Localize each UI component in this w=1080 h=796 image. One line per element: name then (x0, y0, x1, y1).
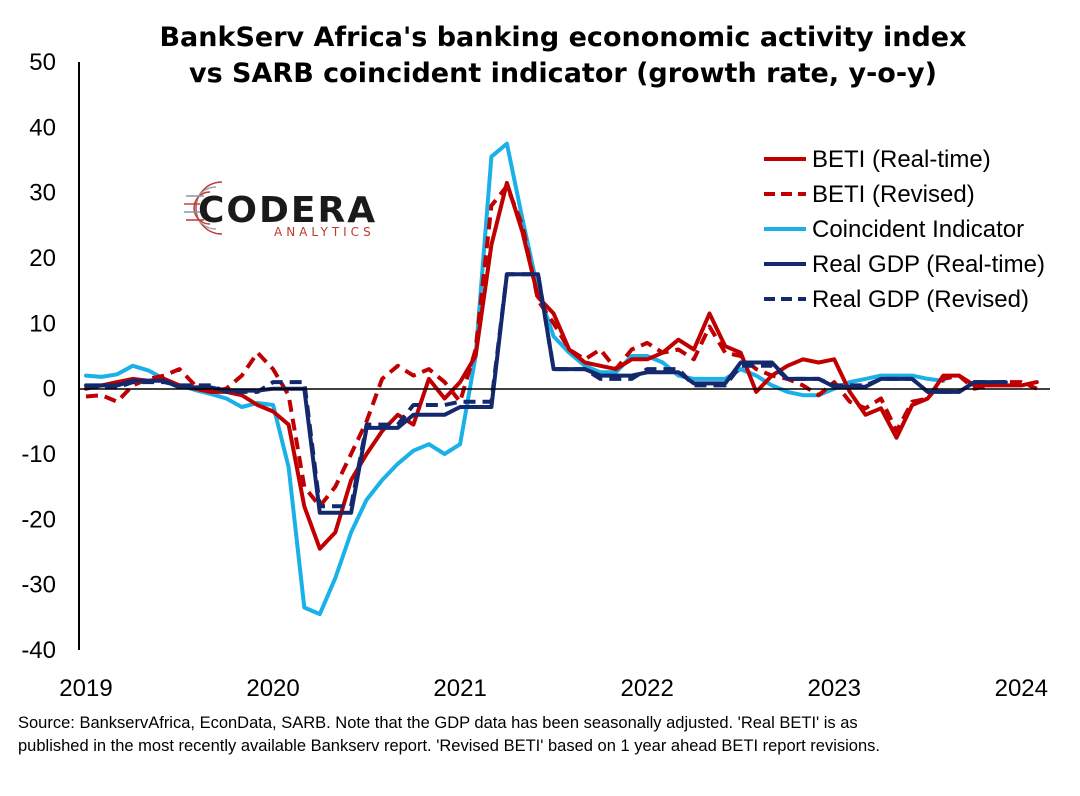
legend-item-real-gdp-revised: Real GDP (Revised) (764, 286, 1029, 313)
legend-item-beti-real-time: BETI (Real-time) (764, 146, 991, 173)
footnote-line-2: published in the most recently available… (18, 737, 880, 755)
legend: BETI (Real-time) BETI (Revised) Coincident… (764, 146, 1045, 313)
chart-title-line-1: BankServ Africa's banking econonomic act… (159, 22, 967, 53)
legend-label: Real GDP (Revised) (812, 286, 1029, 313)
series-line-beti-revised (85, 184, 1038, 509)
x-tick-label: 2023 (808, 675, 861, 702)
legend-label: BETI (Real-time) (812, 146, 991, 173)
series-layer (84, 141, 1039, 617)
x-tick-label: 2020 (246, 675, 299, 702)
y-tick-label: 20 (29, 245, 56, 272)
axes-layer (78, 62, 1050, 650)
x-tick-label: 2019 (59, 675, 112, 702)
y-tick-label: -10 (21, 441, 56, 468)
x-tick-labels: 2019 2020 2021 2022 2023 2024 (59, 675, 1048, 702)
y-tick-label: 50 (29, 49, 56, 76)
x-tick-label: 2021 (433, 675, 486, 702)
y-tick-label: -20 (21, 506, 56, 533)
series-line-real-gdp-revised (86, 272, 1006, 509)
footnote-line-1: Source: BankservAfrica, EconData, SARB. … (18, 714, 858, 732)
logo-wordmark: CODERA (198, 190, 377, 231)
series-line-beti-real-time (84, 180, 1039, 551)
source-footnote: Source: BankservAfrica, EconData, SARB. … (18, 712, 1068, 758)
logo-subtext: ANALYTICS (274, 225, 375, 239)
y-tick-label: 0 (43, 376, 56, 403)
legend-label: Coincident Indicator (812, 216, 1024, 243)
chart-title-line-2: vs SARB coincident indicator (growth rat… (188, 58, 937, 89)
y-tick-label: 10 (29, 310, 56, 337)
y-tick-label: -40 (21, 637, 56, 664)
legend-item-beti-revised: BETI (Revised) (764, 181, 975, 208)
y-tick-labels: 50 40 30 20 10 0 -10 -20 -30 -40 (21, 49, 56, 664)
y-tick-label: -30 (21, 572, 56, 599)
series-line-coincident-indicator (84, 141, 946, 617)
legend-label: BETI (Revised) (812, 181, 975, 208)
y-tick-label: 30 (29, 180, 56, 207)
legend-label: Real GDP (Real-time) (812, 251, 1045, 278)
x-tick-label: 2024 (995, 675, 1048, 702)
legend-item-coincident-indicator: Coincident Indicator (764, 216, 1024, 243)
legend-item-real-gdp-real-time: Real GDP (Real-time) (764, 251, 1045, 278)
x-tick-label: 2022 (620, 675, 673, 702)
logo-mark-icon (184, 181, 223, 235)
y-tick-label: 40 (29, 114, 56, 141)
chart-title: BankServ Africa's banking econonomic act… (0, 20, 1080, 92)
codera-logo: CODERA ANALYTICS (184, 181, 377, 239)
